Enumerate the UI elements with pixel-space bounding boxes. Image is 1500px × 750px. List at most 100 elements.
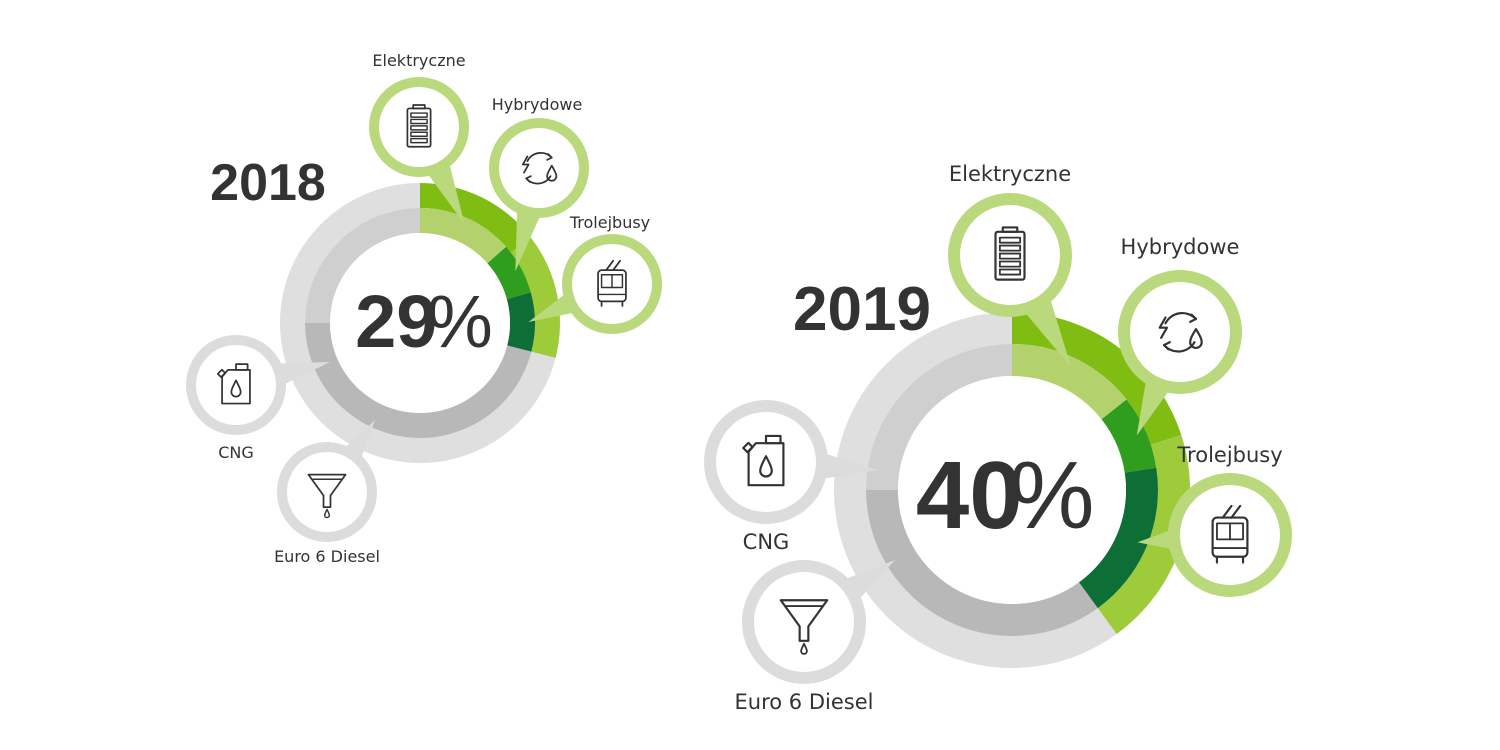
hybrid-cycle-icon xyxy=(521,151,558,185)
segment-elektryczne xyxy=(420,208,507,264)
cycle-arrow-bottom xyxy=(525,175,532,183)
funnel-icon xyxy=(307,473,347,519)
callout-gray xyxy=(704,400,878,524)
battery-icon xyxy=(406,104,432,148)
trolleybus-icon xyxy=(597,259,627,307)
callout-hybrydowe xyxy=(489,118,589,272)
funnel-body xyxy=(779,599,829,642)
callout-inner xyxy=(1130,282,1230,382)
battery-cell xyxy=(410,125,428,131)
gray-label: CNG xyxy=(743,530,790,554)
battery-cell xyxy=(410,112,428,118)
callout-inner xyxy=(716,412,816,512)
fuel-canister-icon xyxy=(216,363,251,405)
bus-wheels xyxy=(1215,555,1245,564)
bus-body xyxy=(597,269,627,303)
callout-gray xyxy=(277,420,377,542)
canister-spout xyxy=(216,368,227,378)
segment-label: Elektryczne xyxy=(372,51,465,70)
trolley-poles xyxy=(1221,504,1242,519)
segment-trolejbusy xyxy=(506,292,535,352)
year-label: 2019 xyxy=(793,275,931,344)
segment-label: Trolejbusy xyxy=(569,213,650,232)
canister-handle xyxy=(235,363,249,371)
gray-label: CNG xyxy=(218,443,254,462)
remainder-outer-ring xyxy=(833,312,1117,668)
callout-inner xyxy=(499,128,579,208)
canister-spout xyxy=(742,441,754,454)
segment-hybrydowe xyxy=(1101,399,1157,473)
center-disc xyxy=(330,233,510,413)
callout-inner xyxy=(379,87,459,167)
callout-inner xyxy=(960,205,1060,305)
segment-label: Hybrydowe xyxy=(1121,235,1240,259)
segment-label: Elektryczne xyxy=(949,162,1071,186)
percent-sign: % xyxy=(1009,442,1094,549)
remainder-inner-ring xyxy=(304,323,532,439)
callout-gray xyxy=(742,560,895,684)
callout-elektryczne xyxy=(948,193,1072,368)
cycle-arrow-top xyxy=(546,153,553,161)
canister-drop xyxy=(230,379,242,398)
chart-2019: 2019 40% Elektryczne Hybrydowe Trolejbusy CNG… xyxy=(704,162,1292,714)
canister-drop xyxy=(759,455,773,478)
funnel-drop xyxy=(323,508,331,519)
remainder-inner-ring-light xyxy=(866,344,1012,490)
battery-cell xyxy=(998,244,1022,252)
gray-label: Euro 6 Diesel xyxy=(274,547,380,566)
year-label: 2018 xyxy=(210,154,326,212)
callout-trolejbusy xyxy=(1137,473,1292,597)
bolt xyxy=(1158,316,1169,339)
segment-label: Hybrydowe xyxy=(492,95,583,114)
battery-icon xyxy=(994,226,1026,281)
drop xyxy=(546,164,558,182)
battery-cell xyxy=(998,260,1022,268)
percent-value: 29 xyxy=(355,280,437,363)
funnel-body xyxy=(307,473,347,508)
cycle-arrow-bottom xyxy=(1162,341,1171,351)
segment-elektryczne xyxy=(1012,344,1127,420)
canister-body xyxy=(747,442,785,487)
canister-body xyxy=(221,369,251,405)
bus-body xyxy=(1211,516,1249,558)
percent-sign: % xyxy=(427,280,493,363)
callout-gray xyxy=(186,335,330,435)
segment-trolejbusy xyxy=(1079,467,1158,609)
battery-cell xyxy=(410,137,428,144)
trolleybus-icon xyxy=(1211,504,1249,564)
green-outer-ring-light xyxy=(1097,434,1190,635)
callout-trolejbusy xyxy=(528,234,662,334)
bolt xyxy=(521,155,530,174)
callout-hybrydowe xyxy=(1118,270,1242,436)
gray-label: Euro 6 Diesel xyxy=(735,690,874,714)
center-disc xyxy=(898,376,1126,604)
funnel-drop xyxy=(800,642,808,655)
funnel-icon xyxy=(779,599,829,655)
battery-cap xyxy=(1001,226,1019,233)
hybrid-cycle-icon xyxy=(1158,312,1203,353)
remainder-inner-ring xyxy=(866,490,1098,636)
battery-cell xyxy=(410,118,428,125)
trolley-poles xyxy=(605,259,621,271)
battery-cap xyxy=(412,104,426,110)
battery-cell xyxy=(410,131,428,138)
callout-inner xyxy=(754,572,854,672)
battery-cell xyxy=(998,268,1022,276)
segment-label: Trolejbusy xyxy=(1176,443,1282,467)
canister-handle xyxy=(764,434,782,445)
fuel-canister-icon xyxy=(742,434,785,487)
cycle-arrow-top xyxy=(1189,313,1198,323)
battery-cell xyxy=(998,252,1022,260)
drop xyxy=(1189,328,1203,350)
segment-hybrydowe xyxy=(487,246,531,300)
callout-elektryczne xyxy=(369,77,469,225)
green-outer-ring-light xyxy=(510,237,560,358)
battery-cell xyxy=(998,236,1022,244)
bus-wheels xyxy=(600,300,624,307)
percent-value: 40 xyxy=(916,442,1023,549)
remainder-inner-ring-light xyxy=(305,208,420,323)
callout-inner xyxy=(287,452,367,532)
callout-inner xyxy=(196,345,276,425)
chart-2018: 2018 29% Elektryczne Hybrydowe Trolejbusy CNG… xyxy=(186,51,662,566)
